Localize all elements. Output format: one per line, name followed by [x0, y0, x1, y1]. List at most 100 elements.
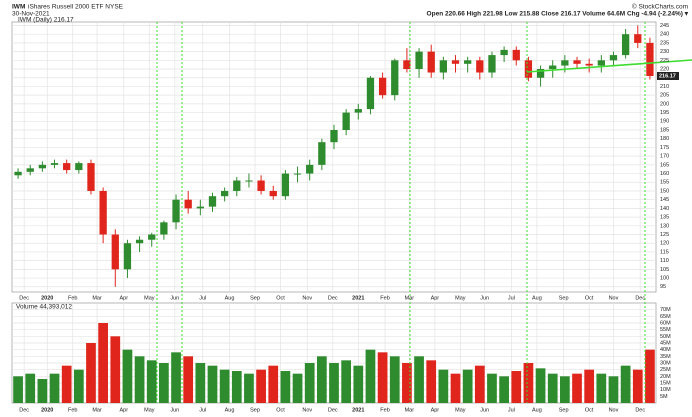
- volume-bar: [572, 373, 582, 403]
- y-tick-label: 145: [660, 197, 669, 203]
- x-tick-label: Jun: [480, 407, 489, 413]
- x-tick-label: May: [144, 295, 155, 301]
- x-tick-label: 2021: [352, 295, 364, 301]
- candle-body: [111, 234, 119, 270]
- date: 30-Nov-2021: [12, 11, 50, 18]
- y2-tick-label: 50M: [660, 334, 671, 340]
- candle-body: [135, 239, 144, 244]
- y-tick-label: 245: [660, 23, 669, 29]
- x-tick-label: Apr: [431, 295, 440, 301]
- volume-bar: [256, 369, 266, 403]
- candle-body: [342, 112, 350, 130]
- annotations: [156, 22, 646, 403]
- candle-body: [196, 206, 204, 209]
- volume-label: Volume 44,393,012: [16, 304, 72, 311]
- volume-bar: [462, 369, 473, 403]
- candle-body: [609, 55, 618, 61]
- candle-body: [306, 164, 314, 174]
- candle-body: [148, 234, 156, 240]
- volume-bar: [365, 349, 376, 403]
- candle-body: [26, 168, 34, 172]
- y-tick-label: 230: [660, 49, 669, 55]
- y-tick-label: 205: [660, 93, 669, 99]
- x-tick-label: Aug: [225, 407, 235, 413]
- x-tick-label: Aug: [532, 295, 542, 301]
- volume-bar: [584, 369, 595, 403]
- volume-bar: [547, 373, 558, 403]
- candle-body: [634, 34, 642, 43]
- x-tick-label: Sep: [559, 295, 569, 301]
- price-panel: [11, 21, 657, 293]
- x-tick-label: 2020: [41, 295, 53, 301]
- y-tick-label: 115: [660, 249, 669, 255]
- y-tick-label: 135: [660, 215, 669, 221]
- candle-body: [378, 77, 387, 96]
- ticker: IWM: [12, 4, 25, 11]
- volume-bar: [134, 356, 145, 403]
- volume-bar: [195, 363, 206, 403]
- x-tick-label: Aug: [225, 295, 235, 301]
- y2-tick-label: 15M: [660, 380, 671, 386]
- candle-body: [184, 199, 192, 209]
- volume-bar: [244, 373, 254, 403]
- candle-body: [208, 196, 217, 207]
- candle-body: [464, 60, 472, 64]
- volume-bar: [171, 352, 181, 403]
- x-tick-label: Sep: [559, 407, 569, 413]
- candle-body: [500, 49, 508, 56]
- source: © StockCharts.com: [632, 3, 688, 11]
- x-tick-label: Dec: [635, 295, 645, 301]
- x-tick-label: Nov: [609, 295, 619, 301]
- x-tick-label: May: [144, 407, 155, 413]
- y-tick-label: 165: [660, 162, 669, 168]
- candle-body: [439, 60, 448, 73]
- candle-body: [63, 163, 71, 171]
- x-tick-label: Dec: [19, 295, 29, 301]
- candle-body: [123, 243, 132, 270]
- x-tick-label: 2020: [41, 407, 53, 413]
- volume-bar: [645, 349, 655, 403]
- last-price-tag: [657, 72, 679, 80]
- x-tick-label: Dec: [19, 407, 29, 413]
- volume-bar: [86, 343, 96, 403]
- volume-bar: [535, 368, 546, 403]
- volume-bar: [231, 371, 242, 403]
- volume-bar: [353, 365, 364, 403]
- last-price-label: 216.17: [659, 73, 676, 79]
- x-tick-label: Feb: [380, 295, 389, 301]
- volume-bar: [511, 371, 522, 403]
- volume-bar: [219, 369, 230, 403]
- candle-body: [536, 69, 545, 78]
- x-tick-label: Apr: [120, 295, 129, 301]
- y2-tick-label: 5M: [660, 394, 668, 400]
- x-tick-label: Jul: [508, 407, 515, 413]
- volume-bar: [438, 369, 449, 403]
- y2-tick-label: 65M: [660, 314, 671, 320]
- volume-bar: [377, 352, 388, 403]
- volume-bar: [499, 376, 509, 403]
- volume-bar: [608, 376, 619, 403]
- candle-body: [318, 142, 326, 165]
- candle-body: [488, 55, 496, 73]
- volume-bar: [13, 376, 23, 403]
- x-tick-label: Feb: [68, 295, 77, 301]
- y-tick-label: 125: [660, 232, 669, 238]
- candle-body: [257, 180, 265, 191]
- volume-bar: [389, 356, 400, 403]
- marks: [13, 25, 655, 403]
- candle-body: [99, 190, 107, 235]
- volume-bar: [304, 363, 315, 403]
- x-tick-label: Apr: [120, 407, 129, 413]
- y-tick-label: 140: [660, 206, 669, 212]
- quote: Open 220.66 High 221.98 Low 215.88 Close…: [427, 11, 689, 18]
- x-tick-label: Jul: [199, 407, 206, 413]
- candle-body: [160, 222, 168, 235]
- y2-tick-label: 20M: [660, 374, 671, 380]
- candle-body: [451, 60, 460, 64]
- volume-bar: [414, 356, 424, 403]
- x-tick-label: Oct: [276, 295, 285, 301]
- y-tick-label: 200: [660, 101, 669, 107]
- y-tick-label: 190: [660, 119, 669, 125]
- candle-body: [330, 130, 338, 143]
